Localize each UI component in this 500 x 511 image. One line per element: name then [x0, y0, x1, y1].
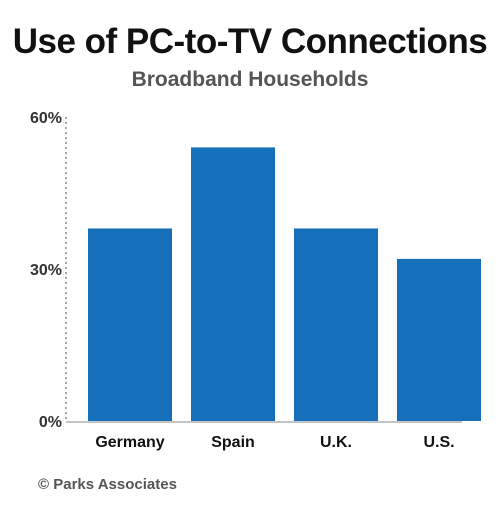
x-tick-label: U.S. — [423, 434, 454, 451]
x-tick-label: Germany — [95, 434, 164, 451]
x-tick-label: U.K. — [320, 434, 352, 451]
y-tick-label: 30% — [30, 262, 62, 279]
source-credit: © Parks Associates — [38, 476, 177, 493]
y-tick-label: 0% — [39, 414, 62, 431]
bar-uk — [294, 228, 378, 421]
chart-title: Use of PC-to-TV Connections — [12, 22, 488, 61]
x-axis-labels: Germany Spain U.K. U.S. — [95, 434, 454, 451]
bar-us — [397, 258, 481, 421]
y-axis: 0% 30% 60% — [30, 110, 462, 431]
y-tick-label: 60% — [30, 110, 62, 127]
bar-spain — [191, 147, 275, 421]
bar-germany — [88, 228, 172, 421]
chart-subtitle: Broadband Households — [131, 68, 369, 91]
bars — [88, 147, 481, 421]
x-tick-label: Spain — [211, 434, 255, 451]
